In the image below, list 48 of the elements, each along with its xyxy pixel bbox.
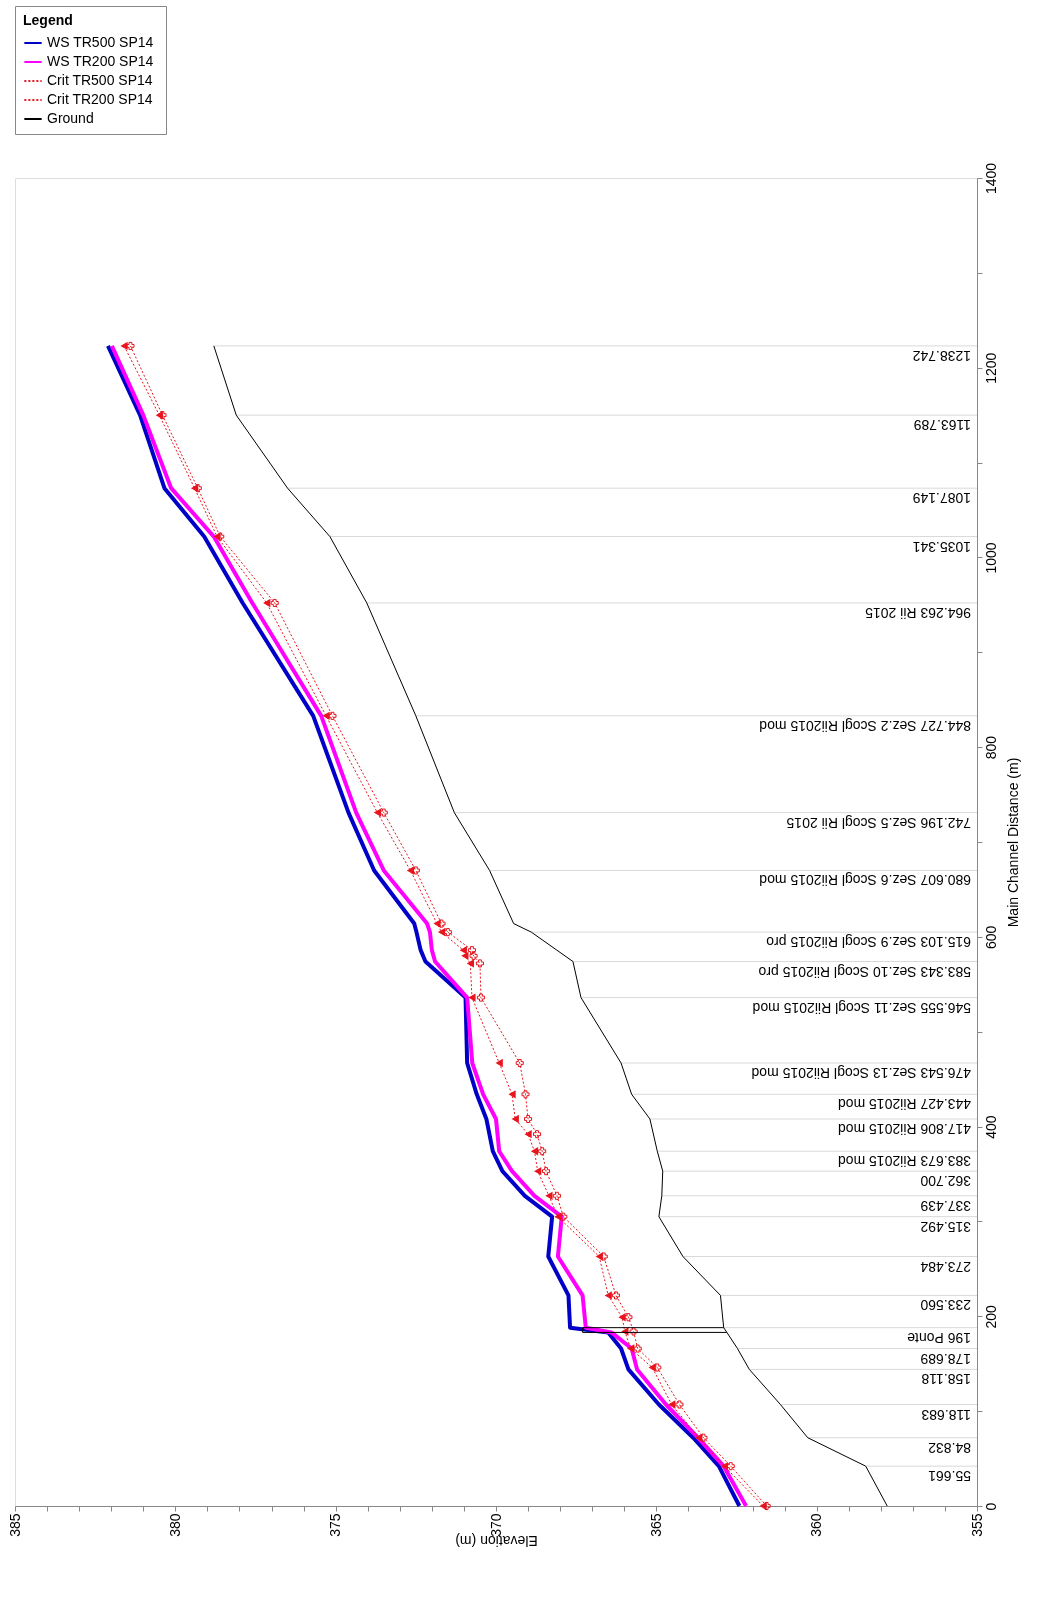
annotation: 964.263 Rii 2015 [864, 604, 971, 621]
x-tick-label: 355 [968, 1513, 985, 1537]
x-tick-label: 365 [647, 1513, 664, 1537]
legend-label: WS TR500 SP14 [47, 34, 154, 50]
annotation: 844.727 Sez.2 Scogl Rii2015 mod [759, 717, 971, 734]
x-tick-label: 375 [327, 1513, 344, 1537]
annotation: 55.661 [927, 1468, 971, 1485]
legend-label: Ground [47, 110, 94, 126]
annotation: 178.689 [920, 1350, 971, 1367]
y-tick-label: 600 [982, 925, 999, 950]
annotation: 1035.341 [912, 538, 971, 555]
annotation: 383.673 Rii2015 mod [837, 1153, 971, 1170]
annotation: 233.560 [920, 1297, 971, 1314]
annotation: 1087.149 [912, 490, 971, 507]
annotation: 546.555 Sez.11 Scogl Rii2015 mod [752, 999, 971, 1016]
x-tick-label: 380 [166, 1513, 183, 1537]
annotation: 443.427 Rii2015 mod [837, 1096, 971, 1113]
annotation: 84.832 [927, 1439, 971, 1456]
y-tick-label: 200 [982, 1304, 999, 1329]
legend-label: Crit TR200 SP14 [47, 91, 153, 107]
legend-label: WS TR200 SP14 [47, 53, 154, 69]
annotation: 362.700 [920, 1173, 971, 1190]
x-tick-label: 360 [808, 1513, 825, 1537]
x-tick-label: 370 [487, 1513, 504, 1537]
annotation: 158.118 [921, 1371, 971, 1388]
y-tick-label: 800 [982, 735, 999, 760]
y-tick-label: 1400 [982, 162, 999, 195]
annotation: 583.343 Sez.10 Scogl Rii2015 pro [758, 963, 971, 980]
annotation: 118.683 [921, 1406, 971, 1423]
annotation: 1163.789 [913, 417, 971, 434]
y-tick-label: 0 [982, 1502, 999, 1511]
annotation: 476.543 Sez.13 Scogl Rii2015 mod [751, 1065, 971, 1082]
annotation: 417.806 Rii2015 mod [837, 1120, 971, 1137]
legend-title: Legend [23, 12, 73, 28]
legend-label: Crit TR500 SP14 [47, 72, 153, 88]
annotation: 273.484 [920, 1258, 971, 1275]
annotation: 315.492 [920, 1218, 971, 1235]
annotation: 1238.742 [912, 347, 971, 364]
annotation: 615.103 Sez.9 Scogl Rii2015 pro [766, 934, 971, 951]
x-tick-label: 385 [6, 1513, 23, 1537]
y-tick-label: 1000 [982, 542, 999, 574]
y-tick-label: 400 [982, 1115, 999, 1139]
annotation: 196 Ponte [906, 1329, 971, 1346]
annotation: 742.196 Sez.5 Scogl Rii 2015 [786, 814, 971, 831]
annotation: 680.607 Sez.6 Scogl Rii2015 mod [759, 872, 971, 889]
y-tick-label: 1200 [982, 352, 999, 384]
y-axis-title: Main Channel Distance (m) [1004, 757, 1021, 928]
annotation: 337.439 [920, 1197, 971, 1214]
